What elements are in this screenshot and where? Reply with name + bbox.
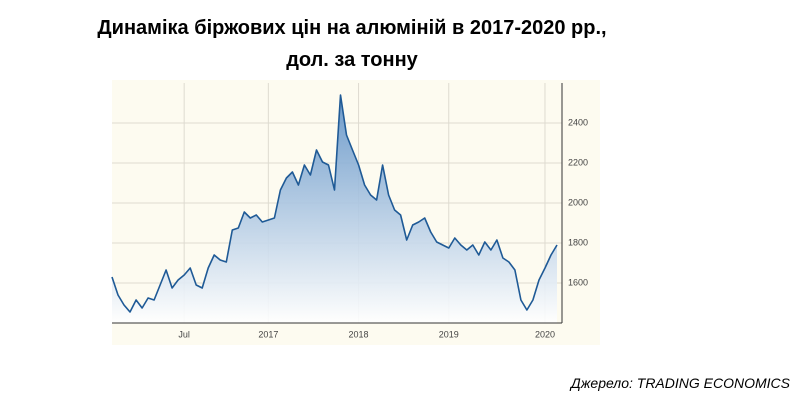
- chart-subtitle: дол. за тонну: [286, 49, 418, 71]
- x-tick-label: 2020: [535, 329, 555, 339]
- y-tick-label: 2000: [568, 197, 588, 207]
- price-line: [111, 94, 558, 313]
- y-tick-label: 2400: [568, 117, 588, 127]
- y-tick-label: 2200: [568, 157, 588, 167]
- x-tick-label: 2019: [439, 329, 459, 339]
- x-tick-label: 2017: [258, 329, 278, 339]
- y-tick-label: 1800: [568, 237, 588, 247]
- area-fill: [112, 95, 557, 323]
- y-tick-label: 1600: [568, 277, 588, 287]
- x-tick-label: Jul: [178, 329, 190, 339]
- x-tick-label: 2018: [349, 329, 369, 339]
- chart-title: Динаміка біржових цін на алюміній в 2017…: [97, 17, 606, 39]
- source-note: Джерело: TRADING ECONOMICS: [569, 375, 791, 391]
